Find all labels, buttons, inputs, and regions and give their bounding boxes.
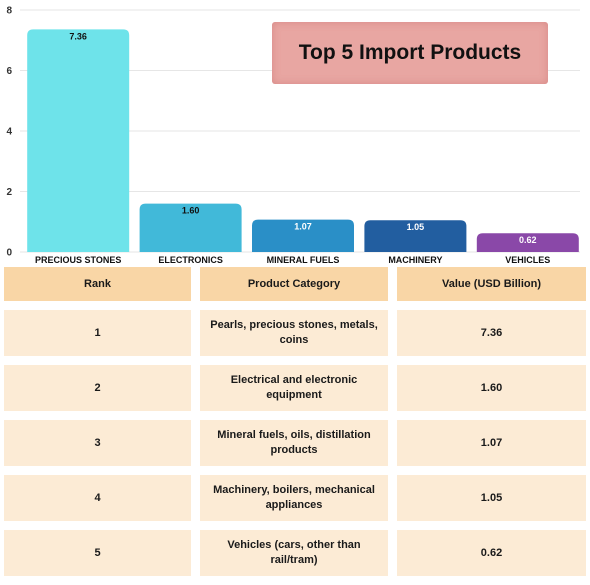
title-highlight [272, 22, 548, 84]
category-cell: Machinery, boilers, mechanical appliance… [200, 475, 388, 521]
x-category-label: PRECIOUS STONES [35, 255, 121, 265]
y-tick-label: 2 [6, 187, 12, 198]
table-row: 3 Mineral fuels, oils, distillation prod… [4, 420, 586, 466]
header-value: Value (USD Billion) [397, 267, 586, 301]
x-category-label: ELECTRONICS [158, 255, 223, 265]
bar [139, 203, 242, 252]
y-tick-label: 4 [6, 127, 12, 138]
category-cell: Pearls, precious stones, metals, coins [200, 310, 388, 356]
bar-value-label: 1.05 [407, 222, 425, 232]
table-row: 1 Pearls, precious stones, metals, coins… [4, 310, 586, 356]
import-table: Rank Product Category Value (USD Billion… [4, 267, 586, 585]
value-cell: 1.60 [397, 365, 586, 411]
table-header-row: Rank Product Category Value (USD Billion… [4, 267, 586, 301]
bar [27, 29, 130, 252]
value-cell: 7.36 [397, 310, 586, 356]
bar-value-label: 7.36 [69, 31, 87, 41]
bars: 7.36 1.60 1.07 1.05 0.62 [27, 29, 579, 252]
category-cell: Vehicles (cars, other than rail/tram) [200, 530, 388, 576]
rank-cell: 1 [4, 310, 191, 356]
table-row: 5 Vehicles (cars, other than rail/tram) … [4, 530, 586, 576]
y-axis-ticks: 0 2 4 6 8 [6, 6, 12, 259]
bar-chart: 0 2 4 6 8 7.36 1.60 1.07 1.05 0.62 PRECIOUS STON… [6, 6, 580, 265]
rank-cell: 5 [4, 530, 191, 576]
rank-cell: 2 [4, 365, 191, 411]
y-tick-label: 8 [6, 6, 12, 17]
chart-title-banner: Top 5 Import Products [272, 22, 548, 84]
header-category: Product Category [200, 267, 388, 301]
bar [476, 233, 579, 252]
x-axis-labels: PRECIOUS STONES ELECTRONICS MINERAL FUELS M… [35, 255, 550, 265]
x-category-label: MACHINERY [388, 255, 442, 265]
header-rank: Rank [4, 267, 191, 301]
category-cell: Mineral fuels, oils, distillation produc… [200, 420, 388, 466]
y-tick-label: 6 [6, 66, 12, 77]
bar-value-label: 0.62 [519, 235, 537, 245]
value-cell: 1.05 [397, 475, 586, 521]
bar-value-label: 1.07 [294, 222, 312, 232]
x-category-label: MINERAL FUELS [267, 255, 340, 265]
table-row: 2 Electrical and electronic equipment 1.… [4, 365, 586, 411]
y-tick-label: 0 [6, 248, 12, 259]
bar-value-label: 1.60 [182, 206, 200, 216]
table-row: 4 Machinery, boilers, mechanical applian… [4, 475, 586, 521]
chart-title: Top 5 Import Products [298, 41, 522, 64]
category-cell: Electrical and electronic equipment [200, 365, 388, 411]
value-cell: 0.62 [397, 530, 586, 576]
value-cell: 1.07 [397, 420, 586, 466]
bar [252, 219, 354, 252]
x-category-label: VEHICLES [505, 255, 550, 265]
bar [364, 220, 467, 252]
rank-cell: 4 [4, 475, 191, 521]
rank-cell: 3 [4, 420, 191, 466]
